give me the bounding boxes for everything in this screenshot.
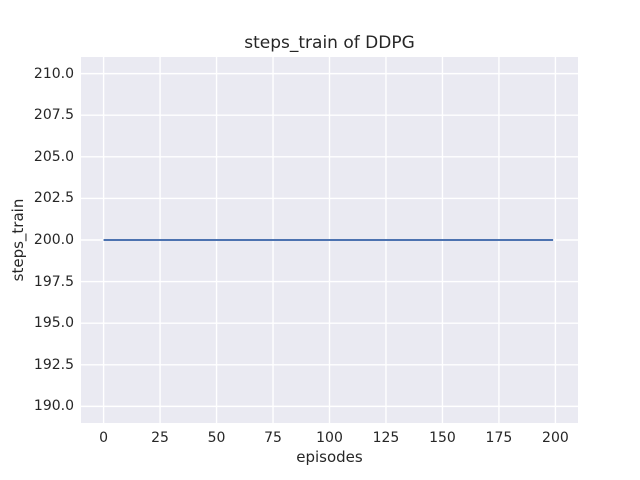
y-axis-label: steps_train bbox=[9, 198, 27, 282]
y-tick-label: 205.0 bbox=[33, 148, 74, 165]
y-tick-label: 195.0 bbox=[33, 315, 74, 332]
y-tick-label: 207.5 bbox=[33, 107, 74, 124]
plot-canvas bbox=[81, 57, 578, 423]
x-tick-label: 0 bbox=[99, 430, 109, 446]
y-tick-label: 190.0 bbox=[33, 398, 74, 415]
x-axis-label: episodes bbox=[296, 448, 363, 466]
x-tick-label: 175 bbox=[485, 430, 513, 446]
x-tick-label: 50 bbox=[207, 430, 226, 446]
x-tick-label: 200 bbox=[542, 430, 569, 446]
y-tick-label: 192.5 bbox=[33, 356, 74, 373]
x-tick-label: 125 bbox=[372, 430, 400, 446]
x-tick-label: 100 bbox=[316, 430, 343, 446]
x-tick-label: 75 bbox=[264, 430, 282, 446]
chart-title: steps_train of DDPG bbox=[244, 33, 415, 53]
x-tick-label: 25 bbox=[151, 430, 169, 446]
plot-area bbox=[81, 57, 578, 423]
x-tick-label: 150 bbox=[429, 430, 456, 446]
y-tick-label: 202.5 bbox=[33, 190, 74, 207]
y-tick-label: 210.0 bbox=[33, 65, 74, 82]
y-tick-label: 197.5 bbox=[33, 273, 74, 290]
y-tick-label: 200.0 bbox=[33, 232, 74, 248]
